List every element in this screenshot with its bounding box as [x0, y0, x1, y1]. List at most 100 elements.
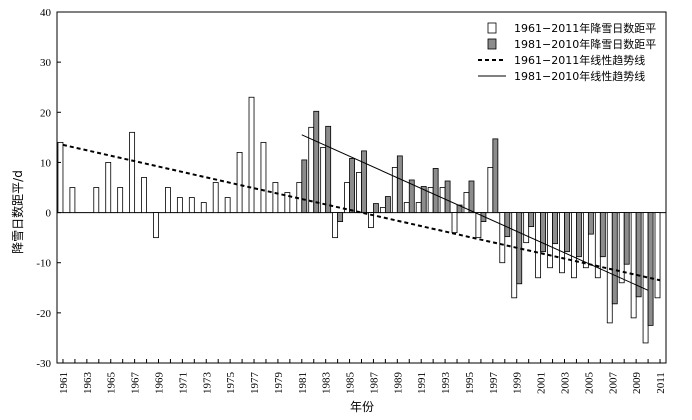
bar-1961-2011 — [248, 96, 255, 213]
bar-1981-2010 — [337, 212, 344, 222]
bar-1961-2011 — [451, 212, 458, 234]
bar-1981-2010 — [647, 212, 654, 326]
x-tick-label: 1997 — [488, 372, 500, 395]
bar-1981-2010 — [349, 158, 355, 213]
bar-1961-2011 — [105, 162, 112, 213]
bar-1961-2011 — [260, 141, 267, 213]
x-tick-label: 1963 — [82, 372, 94, 395]
bar-1981-2010 — [576, 212, 582, 258]
bar-1981-2010 — [587, 212, 594, 235]
bar-1961-2011 — [654, 212, 661, 299]
x-tick-label: 1965 — [106, 372, 118, 395]
bar-1961-2011 — [224, 197, 231, 213]
bar-1981-2010 — [384, 196, 391, 213]
bar-1981-2010 — [468, 180, 475, 213]
legend-swatch-1981-2010 — [487, 38, 497, 50]
bar-1961-2011 — [606, 212, 613, 324]
bar-1981-2010 — [325, 125, 332, 213]
bar-1981-2010 — [528, 212, 535, 228]
bar-1961-2011 — [236, 151, 243, 213]
bar-1981-2010 — [432, 168, 439, 213]
bar-1961-2011 — [69, 187, 76, 213]
bar-1961-2011 — [272, 182, 279, 213]
y-tick-label: -30 — [36, 358, 51, 370]
bar-1961-2011 — [188, 197, 195, 213]
bar-1981-2010 — [444, 180, 451, 213]
bar-1961-2011 — [535, 212, 542, 279]
bar-1981-2010 — [396, 155, 403, 213]
bar-1961-2011 — [320, 146, 327, 213]
x-tick-label: 1977 — [249, 372, 261, 395]
bar-1981-2010 — [599, 212, 606, 258]
x-tick-label: 1985 — [345, 372, 357, 395]
bar-1961-2011 — [391, 167, 398, 213]
x-tick-label: 1991 — [416, 372, 428, 394]
bar-1961-2011 — [212, 182, 219, 213]
legend-label: 1981−2010年降雪日数距平 — [514, 37, 656, 51]
y-tick-label: 30 — [40, 57, 52, 69]
bar-1981-2010 — [504, 212, 511, 238]
x-tick-label: 2003 — [560, 372, 572, 395]
x-tick-label: 1971 — [177, 372, 189, 394]
x-tick-label: 2009 — [631, 372, 643, 395]
bar-1981-2010 — [313, 110, 320, 213]
y-axis-label: 降雪日数距平/d — [10, 170, 25, 254]
legend-label: 1961−2011年降雪日数距平 — [514, 21, 656, 35]
x-tick-label: 1989 — [392, 372, 404, 395]
bar-1961-2011 — [559, 212, 565, 274]
trend-lines — [62, 134, 661, 291]
bar-1961-2011 — [523, 212, 530, 244]
y-tick-label: -20 — [36, 308, 51, 320]
bar-1981-2010 — [420, 186, 427, 213]
x-tick-label: 1969 — [154, 372, 166, 395]
y-tick-label: 20 — [40, 107, 52, 119]
bar-1961-2011 — [475, 212, 482, 239]
bar-1961-2011 — [368, 212, 374, 229]
y-tick-label: 0 — [46, 208, 52, 220]
y-axis-ticks: -30 -20 -10 0 10 20 30 40 — [36, 7, 61, 370]
x-axis-label: 年份 — [350, 400, 374, 414]
bar-1981-2010 — [408, 179, 415, 213]
bars — [57, 96, 661, 344]
x-tick-label: 1995 — [464, 372, 476, 395]
y-tick-label: -10 — [36, 258, 51, 270]
x-tick-label: 1981 — [297, 372, 309, 394]
x-tick-label: 2007 — [607, 372, 619, 395]
x-tick-label: 1993 — [440, 372, 452, 395]
x-tick-label: 2005 — [583, 372, 595, 395]
legend: 1961−2011年降雪日数距平 1981−2010年降雪日数距平 1961−201… — [478, 21, 656, 83]
x-tick-label: 1983 — [321, 372, 333, 395]
bar-1981-2010 — [361, 150, 367, 213]
bar-1961-2011 — [571, 212, 577, 279]
bar-1961-2011 — [176, 197, 183, 213]
y-tick-label: 10 — [40, 157, 52, 169]
bar-1961-2011 — [499, 212, 506, 264]
bar-1961-2011 — [379, 207, 386, 213]
x-axis-ticks: 1961 1963 1965 1967 1969 1971 1973 1975 1977 1979… — [58, 359, 667, 394]
bar-1961-2011 — [439, 187, 446, 213]
legend-label: 1961−2011年线性趋势线 — [514, 53, 645, 67]
x-tick-label: 2001 — [536, 372, 548, 394]
x-tick-label: 1975 — [225, 372, 237, 395]
x-tick-label: 1973 — [201, 372, 213, 395]
x-tick-label: 2011 — [655, 372, 667, 394]
bar-1961-2011 — [57, 141, 64, 213]
bar-1961-2011 — [356, 172, 362, 213]
bar-1981-2010 — [492, 138, 499, 213]
bar-1981-2010 — [552, 212, 558, 245]
bar-1981-2010 — [623, 212, 630, 265]
bar-1981-2010 — [373, 203, 379, 213]
bar-1961-2011 — [630, 212, 637, 319]
bar-1961-2011 — [153, 212, 159, 239]
bar-1981-2010 — [301, 159, 308, 213]
bar-1961-2011 — [141, 177, 147, 213]
bar-1981-2010 — [456, 204, 463, 213]
x-tick-label: 1961 — [58, 372, 70, 394]
bar-1981-2010 — [611, 212, 618, 305]
legend-label: 1981−2010年线性趋势线 — [514, 69, 645, 83]
bar-1961-2011 — [427, 187, 434, 213]
bar-1961-2011 — [165, 187, 171, 213]
legend-swatch-1961-2011 — [487, 22, 497, 34]
bar-1961-2011 — [284, 192, 291, 213]
x-tick-label: 1999 — [512, 372, 524, 395]
